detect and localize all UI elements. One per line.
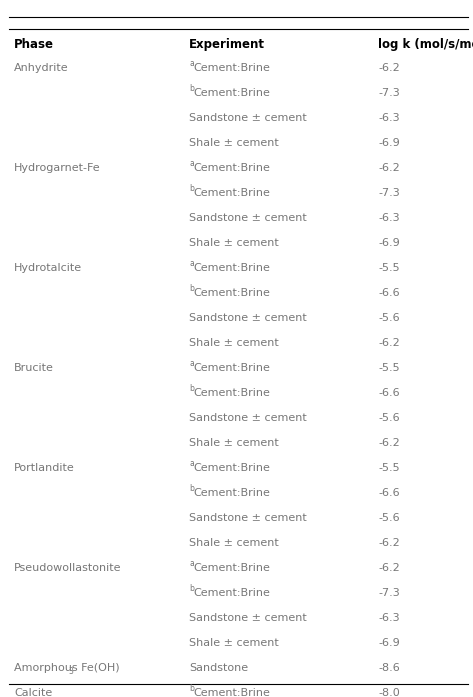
Text: Phase: Phase [14, 38, 54, 52]
Text: Cement:Brine: Cement:Brine [193, 388, 270, 398]
Text: -5.6: -5.6 [378, 413, 400, 422]
Text: a: a [189, 358, 194, 367]
Text: -6.9: -6.9 [378, 138, 400, 148]
Text: -5.6: -5.6 [378, 313, 400, 323]
Text: Sandstone ± cement: Sandstone ± cement [189, 613, 307, 622]
Text: a: a [189, 59, 194, 68]
Text: Hydrogarnet-Fe: Hydrogarnet-Fe [14, 162, 101, 173]
Text: -5.5: -5.5 [378, 263, 400, 273]
Text: Cement:Brine: Cement:Brine [193, 263, 270, 273]
Text: Shale ± cement: Shale ± cement [189, 138, 279, 148]
Text: Shale ± cement: Shale ± cement [189, 438, 279, 447]
Text: -6.2: -6.2 [378, 63, 400, 72]
Text: -6.9: -6.9 [378, 238, 400, 247]
Text: Cement:Brine: Cement:Brine [193, 187, 270, 198]
Text: Sandstone ± cement: Sandstone ± cement [189, 313, 307, 323]
Text: Cement:Brine: Cement:Brine [193, 288, 270, 298]
Text: -6.3: -6.3 [378, 113, 400, 123]
Text: Sandstone: Sandstone [189, 663, 248, 673]
Text: -6.2: -6.2 [378, 438, 400, 447]
Text: -5.5: -5.5 [378, 463, 400, 473]
Text: Hydrotalcite: Hydrotalcite [14, 263, 82, 273]
Text: -6.3: -6.3 [378, 213, 400, 223]
Text: b: b [189, 284, 194, 293]
Text: log k (mol/s/mol-mineral): log k (mol/s/mol-mineral) [378, 38, 473, 52]
Text: Cement:Brine: Cement:Brine [193, 88, 270, 98]
Text: -6.6: -6.6 [378, 288, 400, 298]
Text: -6.2: -6.2 [378, 162, 400, 173]
Text: Cement:Brine: Cement:Brine [193, 63, 270, 72]
Text: -8.0: -8.0 [378, 688, 400, 697]
Text: Shale ± cement: Shale ± cement [189, 338, 279, 348]
Text: Shale ± cement: Shale ± cement [189, 638, 279, 648]
Text: -6.2: -6.2 [378, 338, 400, 348]
Text: Anhydrite: Anhydrite [14, 63, 69, 72]
Text: -6.2: -6.2 [378, 537, 400, 548]
Text: a: a [189, 259, 194, 268]
Text: Sandstone ± cement: Sandstone ± cement [189, 413, 307, 422]
Text: Cement:Brine: Cement:Brine [193, 488, 270, 498]
Text: Cement:Brine: Cement:Brine [193, 463, 270, 473]
Text: -7.3: -7.3 [378, 187, 400, 198]
Text: b: b [189, 583, 194, 592]
Text: -6.9: -6.9 [378, 638, 400, 648]
Text: Calcite: Calcite [14, 688, 53, 697]
Text: -6.2: -6.2 [378, 562, 400, 573]
Text: Cement:Brine: Cement:Brine [193, 588, 270, 598]
Text: Brucite: Brucite [14, 362, 54, 373]
Text: 3: 3 [69, 666, 74, 675]
Text: -8.6: -8.6 [378, 663, 400, 673]
Text: Cement:Brine: Cement:Brine [193, 362, 270, 373]
Text: Shale ± cement: Shale ± cement [189, 238, 279, 247]
Text: -5.5: -5.5 [378, 362, 400, 373]
Text: Experiment: Experiment [189, 38, 265, 52]
Text: a: a [189, 459, 194, 468]
Text: b: b [189, 684, 194, 693]
Text: b: b [189, 383, 194, 392]
Text: Sandstone ± cement: Sandstone ± cement [189, 113, 307, 123]
Text: b: b [189, 484, 194, 493]
Text: b: b [189, 183, 194, 192]
Text: Sandstone ± cement: Sandstone ± cement [189, 513, 307, 523]
Text: -7.3: -7.3 [378, 88, 400, 98]
Text: Cement:Brine: Cement:Brine [193, 562, 270, 573]
Text: a: a [189, 158, 194, 167]
Text: -6.6: -6.6 [378, 488, 400, 498]
Text: Portlandite: Portlandite [14, 463, 75, 473]
Text: b: b [189, 84, 194, 93]
Text: Amorphous Fe(OH): Amorphous Fe(OH) [14, 663, 120, 673]
Text: Pseudowollastonite: Pseudowollastonite [14, 562, 122, 573]
Text: a: a [189, 558, 194, 567]
Text: Cement:Brine: Cement:Brine [193, 162, 270, 173]
Text: Sandstone ± cement: Sandstone ± cement [189, 213, 307, 223]
Text: -5.6: -5.6 [378, 513, 400, 523]
Text: -7.3: -7.3 [378, 588, 400, 598]
Text: -6.3: -6.3 [378, 613, 400, 622]
Text: Cement:Brine: Cement:Brine [193, 688, 270, 697]
Text: -6.6: -6.6 [378, 388, 400, 398]
Text: Shale ± cement: Shale ± cement [189, 537, 279, 548]
